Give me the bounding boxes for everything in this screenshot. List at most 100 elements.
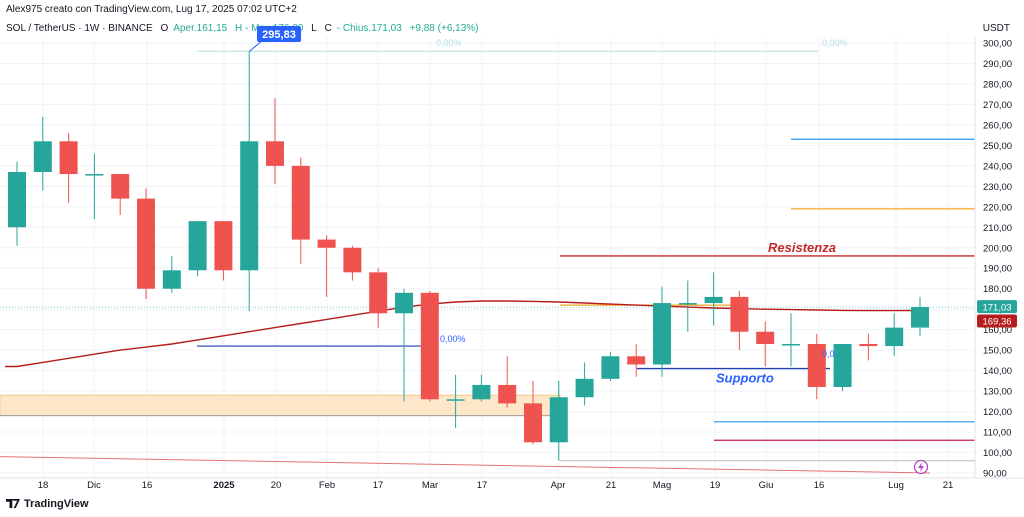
descending-trendline <box>0 456 931 474</box>
date-tick-label: 19 <box>710 480 721 491</box>
high-callout-box <box>257 26 301 42</box>
candle-body <box>911 307 929 328</box>
date-tick-label: 18 <box>38 480 49 491</box>
tradingview-logo-text: TradingView <box>24 498 89 510</box>
last-price-tag-label: 171,03 <box>982 303 1011 314</box>
candle-body <box>188 221 207 271</box>
ma-price-tag <box>977 314 1017 328</box>
high-callout-label: 295,83 <box>262 29 296 41</box>
candle-body <box>317 239 336 248</box>
date-tick-label: 20 <box>271 480 282 491</box>
candle-body <box>162 270 181 289</box>
price-tick-label: 140,00 <box>983 366 1012 377</box>
price-axis: 90,00 100,00 110,00 120,00 130,00 140,00 150,0… <box>974 36 1017 480</box>
candle-body <box>885 327 904 347</box>
date-tick-label: 2025 <box>213 480 235 491</box>
change-value: +9,88 (+6,13%) <box>409 23 479 34</box>
candle-body <box>524 403 542 443</box>
candle-body <box>33 141 52 172</box>
price-tick-label: 90,00 <box>983 469 1007 480</box>
price-tick-label: 300,00 <box>983 39 1012 50</box>
price-tick-label: 280,00 <box>983 79 1012 90</box>
fib-label: 0,00% <box>440 334 466 344</box>
candle-body <box>782 344 800 346</box>
candle-body <box>85 174 104 176</box>
fib-label: 0,00% <box>822 38 848 48</box>
candle-body <box>291 165 310 240</box>
date-tick-label: Feb <box>319 480 335 491</box>
price-tick-label: 190,00 <box>983 264 1012 275</box>
price-tick-label: 100,00 <box>983 448 1012 459</box>
candle-body <box>266 141 284 166</box>
last-price-tag <box>977 300 1017 314</box>
date-tick-label: 21 <box>943 480 954 491</box>
open-value: Aper.161,15 <box>173 23 228 34</box>
ma-price-tag-label: 169,36 <box>982 317 1011 328</box>
price-tick-label: 240,00 <box>983 161 1012 172</box>
fib-label: 0,0 <box>822 349 835 359</box>
candle-body <box>137 198 155 289</box>
candle-body <box>730 296 749 332</box>
date-tick-label: 16 <box>814 480 825 491</box>
candle-body <box>498 384 517 404</box>
date-tick-label: Apr <box>551 480 566 491</box>
candle-body <box>833 344 852 387</box>
candle-body <box>240 141 259 271</box>
price-tick-label: 260,00 <box>983 120 1012 131</box>
price-unit: USDT <box>982 23 1010 34</box>
candle-body <box>446 399 465 401</box>
price-tick-label: 230,00 <box>983 182 1012 193</box>
candle-body <box>420 292 439 400</box>
candle-body <box>678 303 697 305</box>
price-tick-label: 250,00 <box>983 141 1012 152</box>
tradingview-logo-icon <box>6 499 20 508</box>
symbol-label[interactable]: SOL / TetherUS · 1W · BINANCE <box>6 23 153 34</box>
price-tick-label: 110,00 <box>983 428 1011 439</box>
candle-body <box>859 344 878 347</box>
candle-body <box>601 356 620 379</box>
open-label: O <box>160 23 169 34</box>
chart-annotations: 0,00% 0,00% Resistenza 0,00% Supporto 0,0 295,… <box>248 26 848 386</box>
price-tick-label: 130,00 <box>983 387 1012 398</box>
candle-body <box>395 292 413 314</box>
low-label: L <box>311 23 317 34</box>
ma-path <box>5 300 921 368</box>
resistance-label: Resistenza <box>768 240 836 255</box>
chart-grid <box>0 36 975 478</box>
candle-body <box>472 384 491 400</box>
price-tick-label: 200,00 <box>983 243 1012 254</box>
date-tick-label: Mar <box>422 480 438 491</box>
price-tick-label: 160,00 <box>983 325 1012 336</box>
price-tick-label: 290,00 <box>983 59 1012 70</box>
candle-body <box>343 247 362 273</box>
date-tick-label: Mag <box>653 480 671 491</box>
lightning-icon[interactable] <box>913 459 929 475</box>
date-tick-label: 16 <box>142 480 153 491</box>
candle-body <box>111 174 130 199</box>
candle-body <box>214 221 233 271</box>
demand-zone <box>0 394 561 417</box>
candles <box>8 51 929 461</box>
candle-body <box>59 141 78 175</box>
fib-label: 0,00% <box>436 38 462 48</box>
candle-body <box>575 378 594 398</box>
price-tick-label: 210,00 <box>983 223 1012 234</box>
date-tick-label: 17 <box>477 480 488 491</box>
candle-body <box>653 303 671 365</box>
price-tick-label: 180,00 <box>983 284 1012 295</box>
date-tick-label: Dic <box>87 480 101 491</box>
moving-average-line <box>5 300 921 368</box>
candle-body <box>549 397 568 443</box>
candle-body <box>369 272 388 314</box>
price-tick-label: 120,00 <box>983 407 1012 418</box>
candle-body <box>8 172 26 228</box>
close-label: C <box>324 23 332 34</box>
candle-body <box>704 296 723 304</box>
lightning-icon-bolt <box>918 462 924 472</box>
candle-body <box>756 331 775 344</box>
chart-credit: Alex975 creato con TradingView.com, Lug … <box>6 4 297 15</box>
high-callout-line <box>248 41 262 52</box>
date-tick-label: 17 <box>373 480 384 491</box>
time-axis: 18 Dic 16 2025 20 Feb 17 Mar 17 Apr 21 Mag 19 Giu 16 Lu… <box>0 459 1024 491</box>
